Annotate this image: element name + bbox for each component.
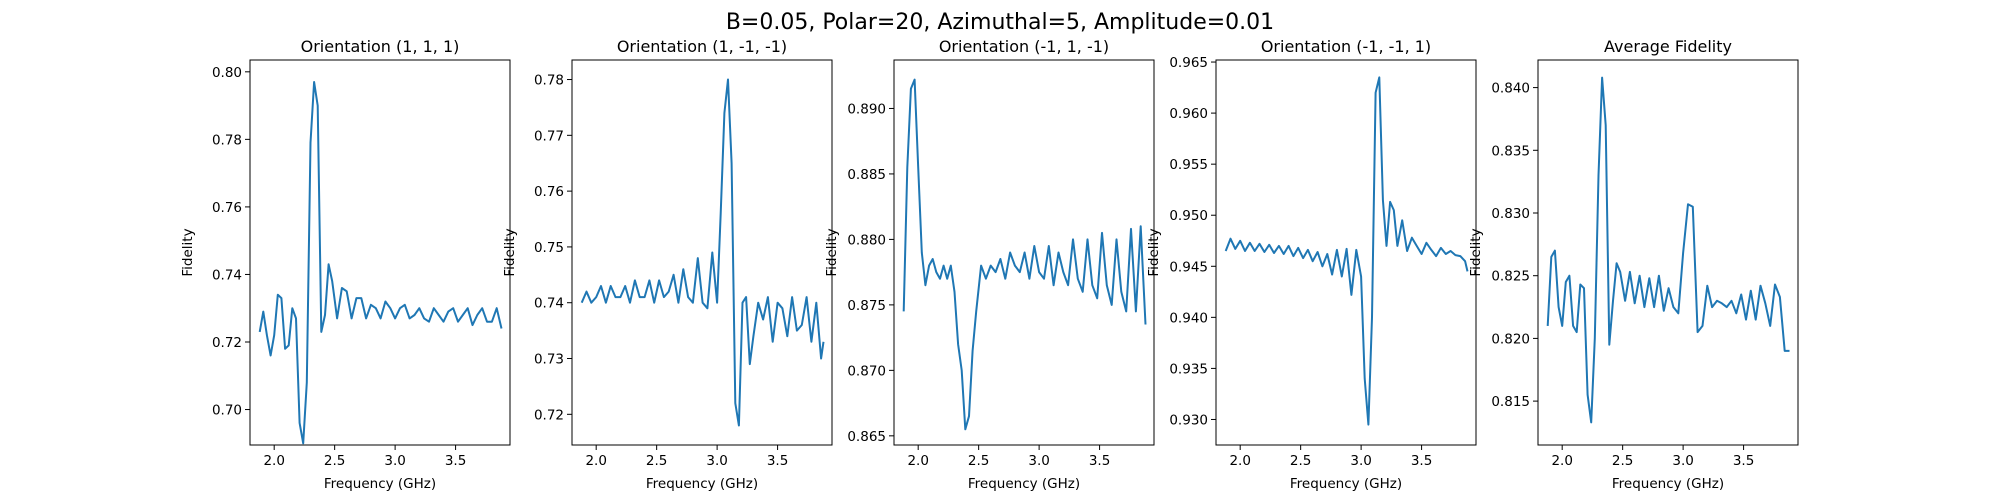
y-tick-label: 0.940 [1169, 310, 1208, 326]
y-tick-label: 0.830 [1491, 206, 1530, 222]
y-tick-label: 0.955 [1169, 157, 1208, 173]
plot-frame [1537, 59, 1799, 446]
x-axis-label: Frequency (GHz) [1290, 476, 1402, 492]
x-tick-label: 2.0 [585, 453, 606, 469]
y-axis-label: Fidelity [1146, 228, 1162, 276]
y-tick-label: 0.75 [534, 240, 564, 256]
y-tick-label: 0.880 [847, 232, 886, 248]
plot-frame [893, 59, 1155, 446]
y-tick-label: 0.875 [847, 298, 886, 314]
plot-frame [1215, 59, 1477, 446]
x-tick-label: 2.5 [1290, 453, 1311, 469]
x-tick-label: 2.0 [1229, 453, 1250, 469]
chart-panel-4: Orientation (-1, -1, 1) 2.0 2.5 3.0 3.5 0.930… [1146, 37, 1477, 492]
panel-title: Orientation (-1, 1, -1) [939, 37, 1109, 56]
series-line [902, 78, 1147, 431]
y-tick-label: 0.72 [534, 407, 564, 423]
y-tick-label: 0.77 [534, 128, 564, 144]
x-tick-label: 2.0 [1551, 453, 1572, 469]
x-tick-label: 3.5 [445, 453, 466, 469]
x-tick-label: 3.0 [1350, 453, 1371, 469]
figure-title: B=0.05, Polar=20, Azimuthal=5, Amplitude… [726, 10, 1274, 35]
x-tick-label: 2.5 [1612, 453, 1633, 469]
y-tick-label: 0.840 [1491, 81, 1530, 97]
y-tick-label: 0.72 [212, 335, 242, 351]
panel-title: Orientation (-1, -1, 1) [1261, 37, 1431, 56]
y-tick-label: 0.78 [534, 73, 564, 89]
y-tick-label: 0.815 [1491, 394, 1530, 410]
y-axis-label: Fidelity [1468, 228, 1484, 276]
y-tick-label: 0.76 [212, 200, 242, 216]
x-tick-label: 2.5 [646, 453, 667, 469]
x-axis-label: Frequency (GHz) [1612, 476, 1724, 492]
chart-panel-1: Orientation (1, 1, 1) 2.0 2.5 3.0 3.5 0.70 0.7… [180, 37, 511, 492]
x-tick-label: 2.5 [324, 453, 345, 469]
plot-frame [571, 59, 833, 446]
y-tick-label: 0.78 [212, 132, 242, 148]
x-tick-label: 3.5 [1411, 453, 1432, 469]
y-tick-label: 0.890 [847, 101, 886, 117]
panel-title: Average Fidelity [1604, 37, 1732, 56]
y-tick-label: 0.73 [534, 352, 564, 368]
plot-frame [249, 59, 511, 446]
x-tick-label: 3.0 [384, 453, 405, 469]
chart-panel-5: Average Fidelity 2.0 2.5 3.0 3.5 0.815 0.820 0.… [1468, 37, 1799, 492]
y-tick-label: 0.80 [212, 65, 242, 81]
series-line [580, 78, 825, 427]
x-tick-label: 3.5 [1733, 453, 1754, 469]
y-axis-label: Fidelity [824, 228, 840, 276]
y-tick-label: 0.935 [1169, 361, 1208, 377]
x-axis-label: Frequency (GHz) [324, 476, 436, 492]
y-tick-label: 0.930 [1169, 412, 1208, 428]
x-tick-label: 2.0 [263, 453, 284, 469]
series-line [1546, 76, 1790, 424]
y-tick-label: 0.945 [1169, 259, 1208, 275]
panel-title: Orientation (1, 1, 1) [301, 37, 460, 56]
panel-title: Orientation (1, -1, -1) [617, 37, 787, 56]
x-axis-label: Frequency (GHz) [646, 476, 758, 492]
x-tick-label: 2.5 [968, 453, 989, 469]
x-axis-label: Frequency (GHz) [968, 476, 1080, 492]
y-tick-label: 0.74 [212, 267, 242, 283]
chart-panel-2: Orientation (1, -1, -1) 2.0 2.5 3.0 3.5 0.72 0… [502, 37, 833, 492]
y-tick-label: 0.70 [212, 403, 242, 419]
x-tick-label: 2.0 [907, 453, 928, 469]
y-tick-label: 0.870 [847, 363, 886, 379]
y-axis-label: Fidelity [502, 228, 518, 276]
panels: Orientation (1, 1, 1) 2.0 2.5 3.0 3.5 0.70 0.7… [180, 37, 1799, 492]
series-line [1224, 76, 1469, 426]
y-tick-label: 0.835 [1491, 143, 1530, 159]
y-tick-label: 0.950 [1169, 208, 1208, 224]
y-tick-label: 0.865 [847, 429, 886, 445]
x-tick-label: 3.0 [1028, 453, 1049, 469]
chart-panel-3: Orientation (-1, 1, -1) 2.0 2.5 3.0 3.5 0.865… [824, 37, 1155, 492]
x-tick-label: 3.5 [1089, 453, 1110, 469]
y-tick-label: 0.965 [1169, 55, 1208, 71]
y-tick-label: 0.885 [847, 167, 886, 183]
y-tick-label: 0.825 [1491, 269, 1530, 285]
x-tick-label: 3.5 [767, 453, 788, 469]
y-tick-label: 0.74 [534, 296, 564, 312]
y-axis-label: Fidelity [180, 228, 196, 276]
y-tick-label: 0.960 [1169, 106, 1208, 122]
series-line [258, 81, 503, 445]
y-tick-label: 0.76 [534, 184, 564, 200]
y-tick-label: 0.820 [1491, 331, 1530, 347]
x-tick-label: 3.0 [706, 453, 727, 469]
x-tick-label: 3.0 [1672, 453, 1693, 469]
